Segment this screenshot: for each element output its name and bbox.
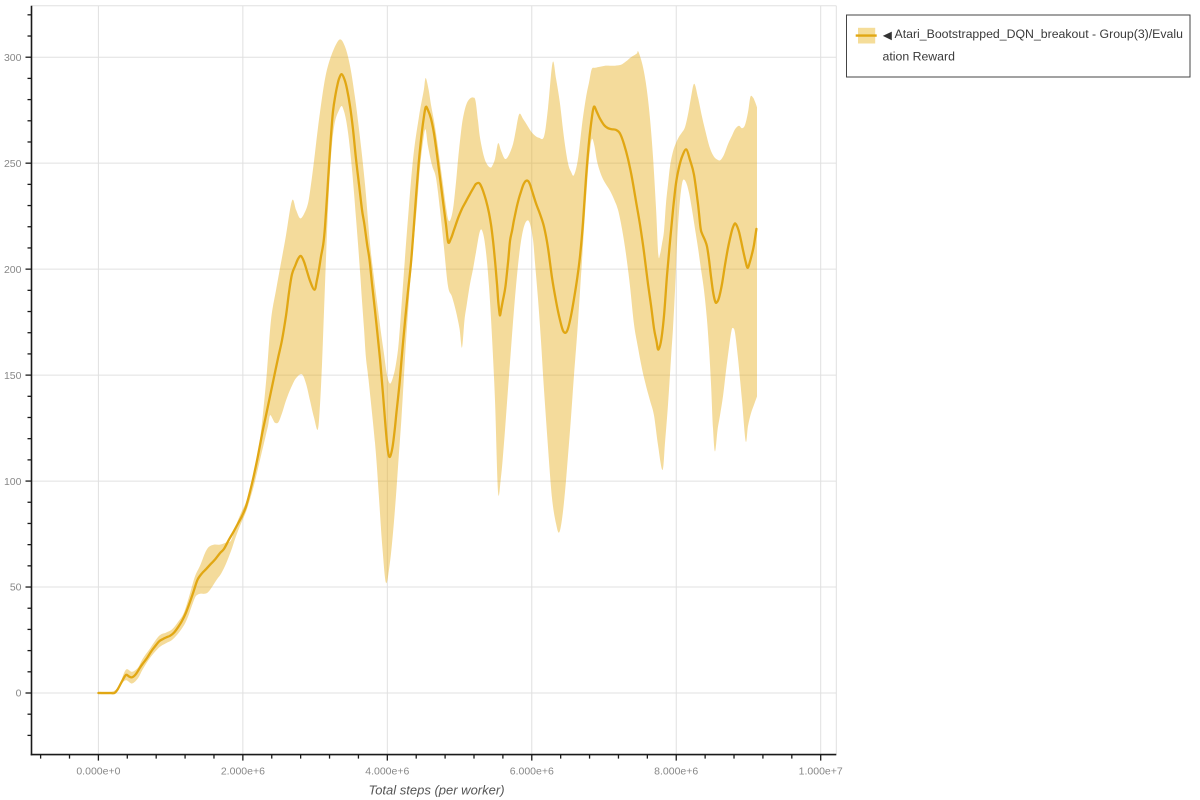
svg-text:50: 50 [10,582,22,594]
svg-text:ation Reward: ation Reward [883,49,956,63]
svg-text:1.000e+7: 1.000e+7 [799,765,843,777]
svg-text:4.000e+6: 4.000e+6 [365,765,409,777]
svg-text:150: 150 [4,370,22,382]
svg-text:8.000e+6: 8.000e+6 [654,765,698,777]
svg-text:6.000e+6: 6.000e+6 [510,765,554,777]
svg-text:Atari_Bootstrapped_DQN_breakou: Atari_Bootstrapped_DQN_breakout - Group(… [895,27,1184,41]
svg-text:2.000e+6: 2.000e+6 [221,765,265,777]
svg-text:0: 0 [16,688,22,700]
svg-text:250: 250 [4,158,22,170]
svg-text:0.000e+0: 0.000e+0 [76,765,120,777]
svg-text:300: 300 [4,52,22,64]
svg-text:200: 200 [4,264,22,276]
svg-text:Total steps (per worker): Total steps (per worker) [368,783,504,798]
svg-text:100: 100 [4,476,22,488]
